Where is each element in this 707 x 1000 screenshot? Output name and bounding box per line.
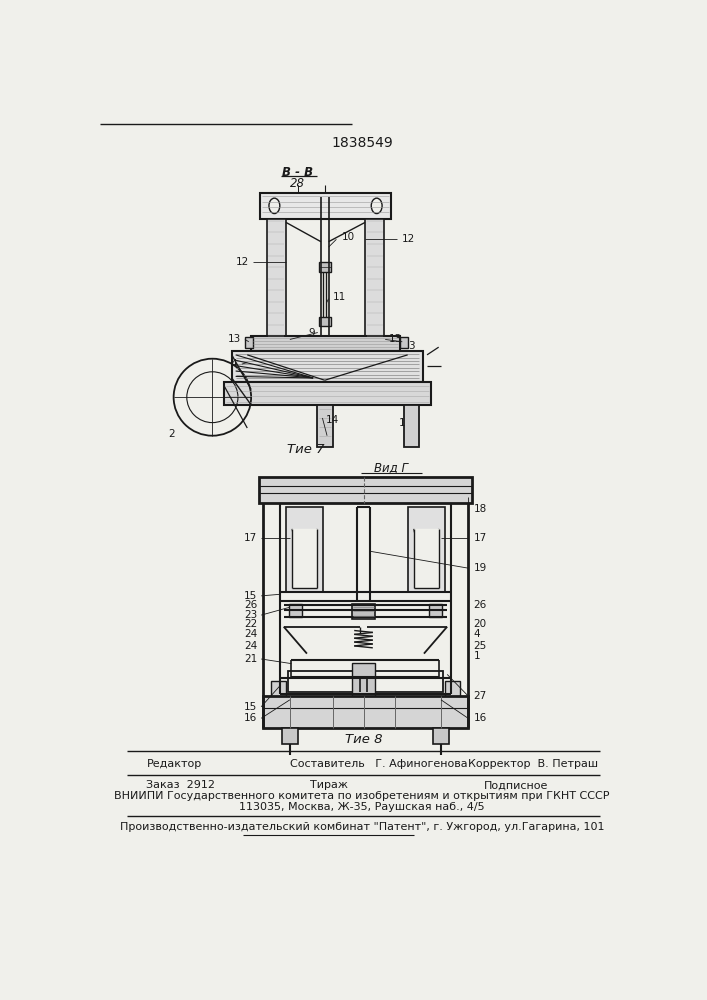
Text: 26: 26: [244, 600, 257, 610]
Text: 17: 17: [244, 533, 257, 543]
Text: 1: 1: [398, 418, 405, 428]
Text: 11: 11: [333, 292, 346, 302]
Bar: [259, 477, 472, 503]
Bar: [319, 317, 331, 326]
Bar: [404, 405, 419, 447]
Bar: [429, 604, 442, 617]
Bar: [445, 681, 460, 704]
Text: 113035, Москва, Ж-35, Раушская наб., 4/5: 113035, Москва, Ж-35, Раушская наб., 4/5: [239, 802, 485, 812]
Text: 3: 3: [408, 341, 414, 351]
Text: 27: 27: [474, 691, 487, 701]
Polygon shape: [292, 529, 317, 588]
Text: 25: 25: [474, 641, 487, 651]
Text: 9: 9: [308, 328, 315, 338]
Polygon shape: [414, 529, 438, 588]
Text: ВНИИПИ Государственного комитета по изобретениям и открытиям при ГКНТ СССР: ВНИИПИ Государственного комитета по изоб…: [115, 791, 609, 801]
Bar: [352, 663, 375, 700]
Text: Составитель   Г. Афиногенова: Составитель Г. Афиногенова: [290, 759, 467, 769]
Text: 17: 17: [474, 533, 487, 543]
Text: Подписное: Подписное: [484, 780, 548, 790]
Text: Редактор: Редактор: [146, 759, 201, 769]
Text: 4: 4: [230, 359, 237, 369]
Ellipse shape: [371, 198, 382, 214]
Text: 16: 16: [244, 713, 257, 723]
Text: B - B: B - B: [282, 166, 313, 179]
Text: Заказ  2912: Заказ 2912: [146, 780, 216, 790]
Bar: [408, 507, 445, 592]
Text: Τие 7: Τие 7: [286, 443, 324, 456]
Text: 12: 12: [402, 234, 416, 244]
Text: 23: 23: [244, 610, 257, 620]
Text: 24: 24: [244, 641, 257, 651]
Text: 4: 4: [474, 629, 480, 639]
Text: 22: 22: [244, 619, 257, 629]
Text: 19: 19: [474, 563, 487, 573]
Bar: [289, 604, 301, 617]
Text: 24: 24: [244, 629, 257, 639]
Text: 10: 10: [341, 232, 355, 242]
Bar: [271, 681, 286, 704]
Bar: [319, 262, 331, 272]
Bar: [288, 671, 443, 692]
Text: Τие 8: Τие 8: [345, 733, 382, 746]
Text: 21: 21: [244, 654, 257, 664]
Bar: [365, 219, 385, 339]
Bar: [263, 696, 468, 728]
Text: 13: 13: [389, 334, 402, 344]
Text: 16: 16: [474, 713, 487, 723]
Text: 20: 20: [474, 619, 486, 629]
Text: 15: 15: [244, 591, 257, 601]
Ellipse shape: [269, 198, 280, 214]
Bar: [282, 728, 298, 744]
Text: 13: 13: [228, 334, 241, 344]
Bar: [352, 604, 375, 619]
Text: 28: 28: [290, 177, 305, 190]
Bar: [232, 351, 423, 382]
Text: Корректор  В. Петраш: Корректор В. Петраш: [468, 759, 598, 769]
Bar: [433, 728, 449, 744]
Bar: [317, 405, 332, 447]
Text: 12: 12: [235, 257, 249, 267]
Text: 2: 2: [168, 429, 175, 439]
Text: Тираж: Тираж: [310, 780, 348, 790]
Text: 15: 15: [244, 702, 257, 712]
Bar: [260, 193, 391, 219]
Bar: [245, 337, 252, 348]
Text: Производственно-издательский комбинат "Патент", г. Ужгород, ул.Гагарина, 101: Производственно-издательский комбинат "П…: [119, 822, 604, 832]
Bar: [361, 708, 367, 723]
Text: 1838549: 1838549: [331, 136, 393, 150]
Text: 14: 14: [325, 415, 339, 425]
Bar: [267, 219, 286, 339]
Bar: [400, 337, 408, 348]
Bar: [286, 507, 323, 592]
Text: 1: 1: [474, 651, 480, 661]
Text: 26: 26: [474, 600, 487, 610]
Text: 18: 18: [474, 504, 487, 514]
Text: Вид Г: Вид Г: [373, 462, 408, 475]
Bar: [224, 382, 431, 405]
Bar: [251, 336, 400, 351]
